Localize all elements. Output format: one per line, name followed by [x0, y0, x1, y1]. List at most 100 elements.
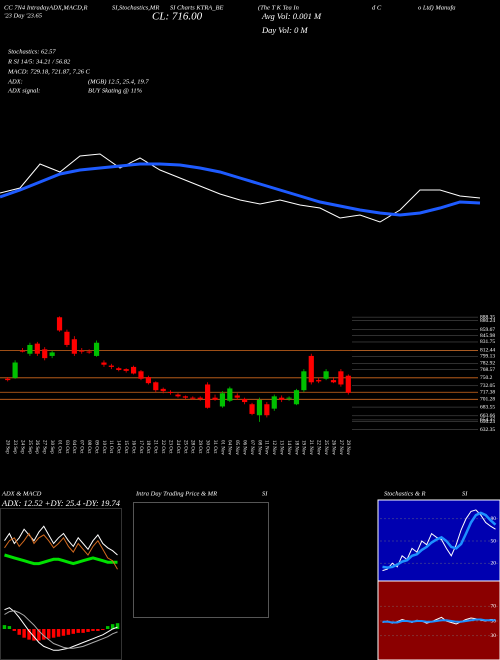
histogram-bar — [71, 629, 76, 634]
y-tick-label: 812.44 — [480, 348, 495, 354]
y-tick-label: 732.05 — [480, 383, 495, 389]
candle-body — [242, 398, 248, 403]
rsi-text: R SI 14/5: 34.21 / 56.82 — [7, 58, 71, 65]
date-label: 27 Sep — [42, 440, 47, 454]
y-tick-label: 859.67 — [480, 327, 495, 333]
date-label: 08 Nov — [256, 440, 261, 455]
date-label: 22 Oct — [160, 440, 165, 454]
histogram-bar — [32, 629, 36, 641]
date-label: 23 Oct — [167, 440, 172, 454]
adx-panel-values: ADX: 12.52 +DY: 25.4 -DY: 19.74 — [1, 498, 121, 508]
histogram-bar — [56, 629, 61, 637]
series-line — [4, 607, 118, 651]
candle-body — [160, 388, 166, 392]
panel-title: SI — [462, 490, 468, 497]
candle-body — [138, 371, 144, 379]
candle-body — [64, 331, 70, 345]
histogram-bar — [7, 626, 12, 629]
date-label: 25 Sep — [27, 440, 32, 454]
series-line — [4, 532, 118, 570]
y-tick-label: 50 — [491, 538, 497, 544]
date-label: 22 Nov — [316, 440, 321, 455]
macd-text: MACD: 729.18, 721.87, 7.26 C — [7, 68, 90, 75]
date-label: 01 Oct — [56, 440, 61, 454]
candle-body — [323, 371, 329, 379]
y-tick-label: 663.66 — [480, 413, 495, 419]
y-tick-label: 750.2 — [480, 375, 493, 381]
y-tick-label: 650.23 — [480, 419, 495, 425]
panel-title: ADX & MACD — [1, 490, 42, 497]
date-label: 18 Oct — [145, 440, 150, 454]
candle-body — [182, 396, 188, 398]
panel-title: Intra Day Trading Price & MR — [135, 490, 217, 497]
candle-body — [108, 365, 114, 367]
histogram-bar — [115, 623, 120, 629]
histogram-bar — [27, 629, 31, 640]
avg-vol: Avg Vol: 0.001 M — [261, 11, 322, 21]
y-tick-label: 831.75 — [480, 339, 495, 345]
y-tick-label: 701.28 — [480, 397, 495, 403]
panel-title: SI — [262, 490, 268, 497]
histogram-bar — [66, 629, 71, 635]
date-label: 13 Nov — [279, 440, 284, 455]
day-vol: Day Vol: 0 M — [261, 25, 308, 35]
candle-body — [279, 397, 285, 400]
date-label: 26 Sep — [34, 440, 39, 454]
histogram-bar — [91, 629, 95, 631]
candle-body — [286, 397, 292, 399]
date-label: 26 Nov — [330, 440, 335, 455]
candle-body — [56, 317, 63, 331]
date-label: 30 Sep — [49, 440, 54, 454]
adx-label: ADX: — [7, 78, 23, 85]
date-label: 11 Oct — [108, 440, 113, 454]
close-text: CL: 716.00 — [152, 11, 203, 23]
histogram-bar — [96, 629, 100, 631]
histogram-bar — [105, 626, 110, 629]
date-label: 24 Oct — [175, 440, 180, 454]
day-text: '23 Day '23.65 — [4, 12, 43, 19]
candle-body — [130, 366, 137, 374]
candle-body — [168, 391, 174, 393]
series-line — [382, 511, 497, 569]
date-label: 30 Oct — [204, 440, 209, 454]
y-tick-label: 888.35 — [480, 314, 495, 320]
date-label: 29 Oct — [197, 440, 202, 454]
date-label: 11 Nov — [264, 440, 269, 455]
date-label: 05 Nov — [234, 440, 239, 455]
date-label: 25 Nov — [323, 440, 328, 455]
series-line — [0, 162, 481, 217]
y-tick-label: 845.98 — [480, 333, 495, 339]
histogram-bar — [76, 629, 80, 633]
header-text: o Ltd) Manufa — [418, 4, 456, 11]
histogram-bar — [17, 629, 21, 635]
y-tick-label: 782.92 — [480, 361, 495, 367]
header-text: (The T K Tea In — [258, 4, 299, 11]
candle-body — [316, 380, 322, 382]
candle-body — [190, 397, 196, 399]
candle-body — [264, 404, 270, 416]
date-label: 24 Sep — [19, 440, 24, 454]
series-line — [4, 525, 118, 556]
candle-body — [5, 378, 11, 381]
candle-body — [19, 350, 26, 352]
candle-body — [27, 344, 33, 354]
y-tick-label: 799.13 — [480, 354, 495, 360]
header-text: SI,Stochastics,MR — [112, 4, 159, 11]
intraday-panel — [133, 502, 269, 618]
candle-body — [271, 396, 277, 409]
histogram-bar — [42, 629, 46, 640]
date-label: 04 Nov — [227, 440, 232, 455]
histogram-bar — [12, 629, 17, 631]
y-tick-label: 683.55 — [480, 404, 495, 410]
date-label: 21 Nov — [308, 440, 313, 455]
date-label: 15 Oct — [123, 440, 128, 454]
candle-body — [175, 394, 181, 397]
histogram-bar — [86, 629, 90, 632]
panel-title: Stochastics & R — [384, 490, 426, 497]
candle-body — [86, 351, 92, 353]
date-label: 19 Nov — [301, 440, 306, 455]
candle-body — [123, 369, 129, 371]
histogram-bar — [51, 629, 56, 638]
candle-body — [330, 380, 337, 383]
histogram-bar — [46, 629, 51, 639]
